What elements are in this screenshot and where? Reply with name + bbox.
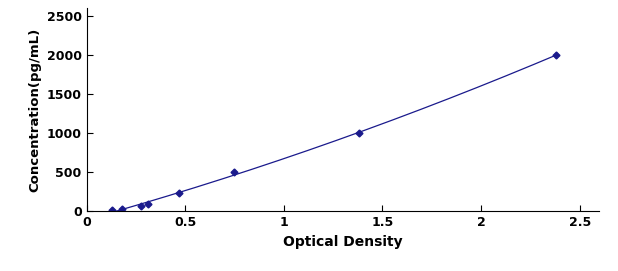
Y-axis label: Concentration(pg/mL): Concentration(pg/mL)	[28, 28, 41, 192]
X-axis label: Optical Density: Optical Density	[283, 235, 403, 249]
